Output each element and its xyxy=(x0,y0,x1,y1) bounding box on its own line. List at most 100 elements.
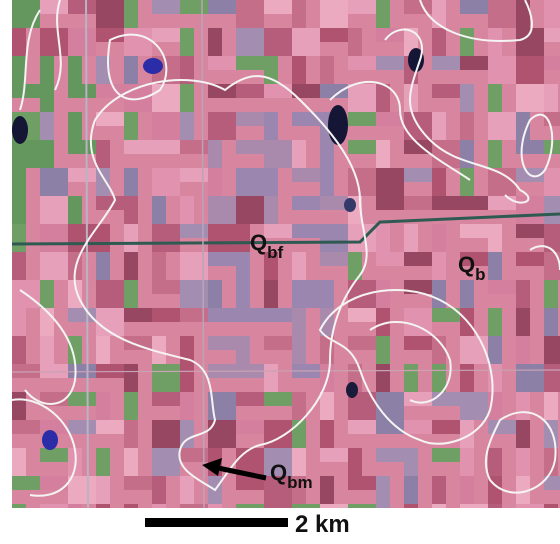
field xyxy=(208,280,222,308)
field xyxy=(96,168,110,196)
field xyxy=(124,252,138,280)
field xyxy=(488,28,502,56)
field xyxy=(208,0,236,14)
field xyxy=(264,280,278,308)
field xyxy=(320,28,348,42)
field xyxy=(376,364,390,392)
field xyxy=(124,392,138,420)
field xyxy=(68,84,96,98)
field xyxy=(432,224,446,252)
field xyxy=(404,448,418,476)
field xyxy=(180,112,194,140)
field xyxy=(236,112,264,126)
field xyxy=(208,140,222,168)
field xyxy=(376,392,404,420)
field xyxy=(236,252,250,280)
field xyxy=(236,56,264,70)
field xyxy=(404,476,418,504)
unit-subscript: bf xyxy=(267,243,283,262)
field xyxy=(152,252,166,280)
field xyxy=(544,392,558,420)
field xyxy=(544,56,560,70)
unit-subscript: bm xyxy=(287,473,313,492)
field xyxy=(12,308,26,336)
field xyxy=(320,420,334,448)
field xyxy=(68,476,96,504)
field xyxy=(460,504,488,532)
field xyxy=(376,0,390,28)
field xyxy=(236,280,250,308)
field xyxy=(208,308,236,322)
field xyxy=(180,392,194,420)
field xyxy=(432,252,446,280)
field xyxy=(236,84,264,98)
field xyxy=(488,224,502,252)
lake xyxy=(143,58,163,74)
field xyxy=(68,112,82,140)
field xyxy=(236,420,264,434)
field xyxy=(348,28,362,56)
field xyxy=(68,364,96,378)
field xyxy=(292,224,320,238)
field xyxy=(12,504,26,532)
field xyxy=(460,0,488,14)
map-figure: Qbf Qb Qbm 2 km xyxy=(0,0,560,544)
field xyxy=(348,308,376,322)
field xyxy=(208,224,236,252)
field xyxy=(236,308,264,322)
field xyxy=(152,28,180,42)
field xyxy=(68,56,82,84)
field xyxy=(488,252,502,280)
field xyxy=(544,504,558,532)
field xyxy=(96,504,110,532)
field xyxy=(12,336,26,364)
field xyxy=(516,336,530,364)
field xyxy=(460,280,474,308)
field xyxy=(12,420,40,434)
field xyxy=(96,140,110,168)
field xyxy=(460,84,474,112)
field xyxy=(348,476,376,490)
field xyxy=(292,392,306,420)
field xyxy=(404,336,432,350)
field xyxy=(236,336,250,364)
field xyxy=(208,168,222,196)
field xyxy=(544,84,558,112)
field xyxy=(208,56,236,70)
field xyxy=(208,28,222,56)
field xyxy=(348,168,376,196)
field xyxy=(40,196,68,224)
field xyxy=(68,420,96,434)
field xyxy=(488,84,502,112)
field xyxy=(488,196,516,210)
field xyxy=(516,56,544,84)
field xyxy=(376,168,404,196)
field xyxy=(488,504,502,532)
unit-subscript: b xyxy=(475,265,485,284)
field xyxy=(488,0,516,28)
lake xyxy=(346,382,358,398)
field xyxy=(516,308,530,336)
field xyxy=(292,196,320,210)
field xyxy=(40,56,54,84)
field xyxy=(376,280,390,308)
field xyxy=(460,28,474,56)
field xyxy=(516,364,544,392)
field xyxy=(320,280,334,308)
field xyxy=(460,112,474,140)
field xyxy=(264,28,292,56)
field xyxy=(292,448,306,476)
field xyxy=(236,196,264,224)
field xyxy=(404,252,432,266)
field xyxy=(152,140,180,154)
field xyxy=(432,504,446,532)
unit-symbol: Q xyxy=(270,460,287,485)
field xyxy=(320,392,334,420)
lake xyxy=(328,105,348,145)
field xyxy=(460,196,488,210)
field xyxy=(124,448,138,476)
field xyxy=(68,392,96,406)
field xyxy=(376,448,404,462)
field xyxy=(376,56,404,70)
field xyxy=(124,28,152,56)
